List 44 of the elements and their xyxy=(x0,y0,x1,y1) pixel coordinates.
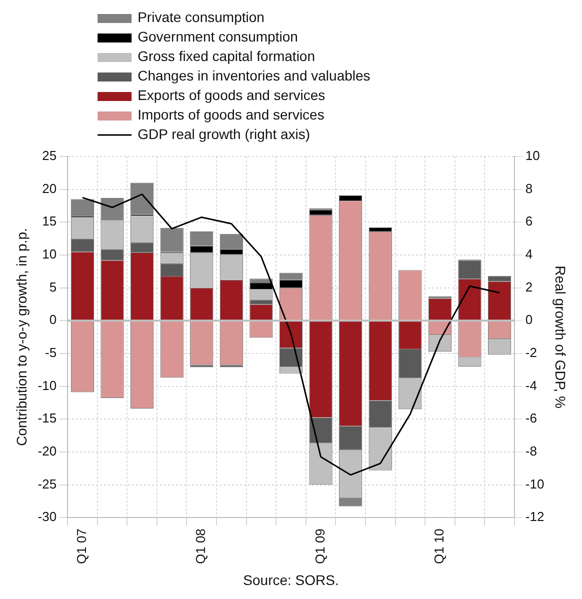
y-tick-label: -20 xyxy=(38,444,57,459)
x-tick-label: Q1 09 xyxy=(312,528,328,564)
legend-label: Imports of goods and services xyxy=(138,106,324,122)
x-tick-label: Q1 10 xyxy=(432,528,447,564)
y-tick-label: -5 xyxy=(45,345,57,360)
legend-label: Government consumption xyxy=(138,28,298,44)
bar xyxy=(279,280,303,288)
y2-tick-label: 0 xyxy=(525,312,533,328)
y2-tick-label: -10 xyxy=(525,476,544,492)
y2-tick-label: -2 xyxy=(525,345,537,360)
y2-tick-label: -4 xyxy=(525,378,537,393)
y-axis-title: Contribution to y-o-y growth, in p.p. xyxy=(13,228,30,446)
y2-axis-title: Real growth of GDP, % xyxy=(552,266,569,409)
bar xyxy=(250,282,273,290)
y-tick-label: 5 xyxy=(49,279,57,294)
y2-tick-label: -8 xyxy=(525,444,537,459)
legend-label: Changes in inventories and valuables xyxy=(138,67,370,84)
y-tick-label: -10 xyxy=(38,378,57,393)
y2-tick-label: 10 xyxy=(525,148,540,164)
legend-label: Exports of goods and services xyxy=(138,86,326,103)
y-tick-label: -25 xyxy=(38,476,57,492)
bar xyxy=(190,246,214,252)
y-tick-label: -30 xyxy=(38,509,57,524)
bar xyxy=(220,249,244,254)
y-tick-label: 15 xyxy=(42,214,57,229)
bar xyxy=(368,227,392,232)
x-tick-label: Q1 08 xyxy=(193,528,208,564)
x-tick-label: Q1 07 xyxy=(74,528,90,564)
y2-tick-label: 6 xyxy=(525,214,533,229)
legend-label: Private consumption xyxy=(138,8,264,25)
y2-tick-label: 2 xyxy=(525,279,533,294)
y2-tick-label: -12 xyxy=(525,509,544,524)
legend-label: GDP real growth (right axis) xyxy=(138,126,310,142)
source-note: Source: SORS. xyxy=(243,572,339,588)
y2-tick-label: 8 xyxy=(525,180,533,196)
y-tick-label: 10 xyxy=(42,246,57,262)
y-tick-label: 25 xyxy=(42,148,57,164)
y-tick-label: 0 xyxy=(49,312,57,328)
y2-tick-label: 4 xyxy=(525,246,533,262)
bar xyxy=(338,195,362,200)
y-tick-label: -15 xyxy=(38,410,57,426)
y-tick-label: 20 xyxy=(42,180,57,196)
legend-label: Gross fixed capital formation xyxy=(138,48,315,64)
y2-tick-label: -6 xyxy=(525,410,537,426)
